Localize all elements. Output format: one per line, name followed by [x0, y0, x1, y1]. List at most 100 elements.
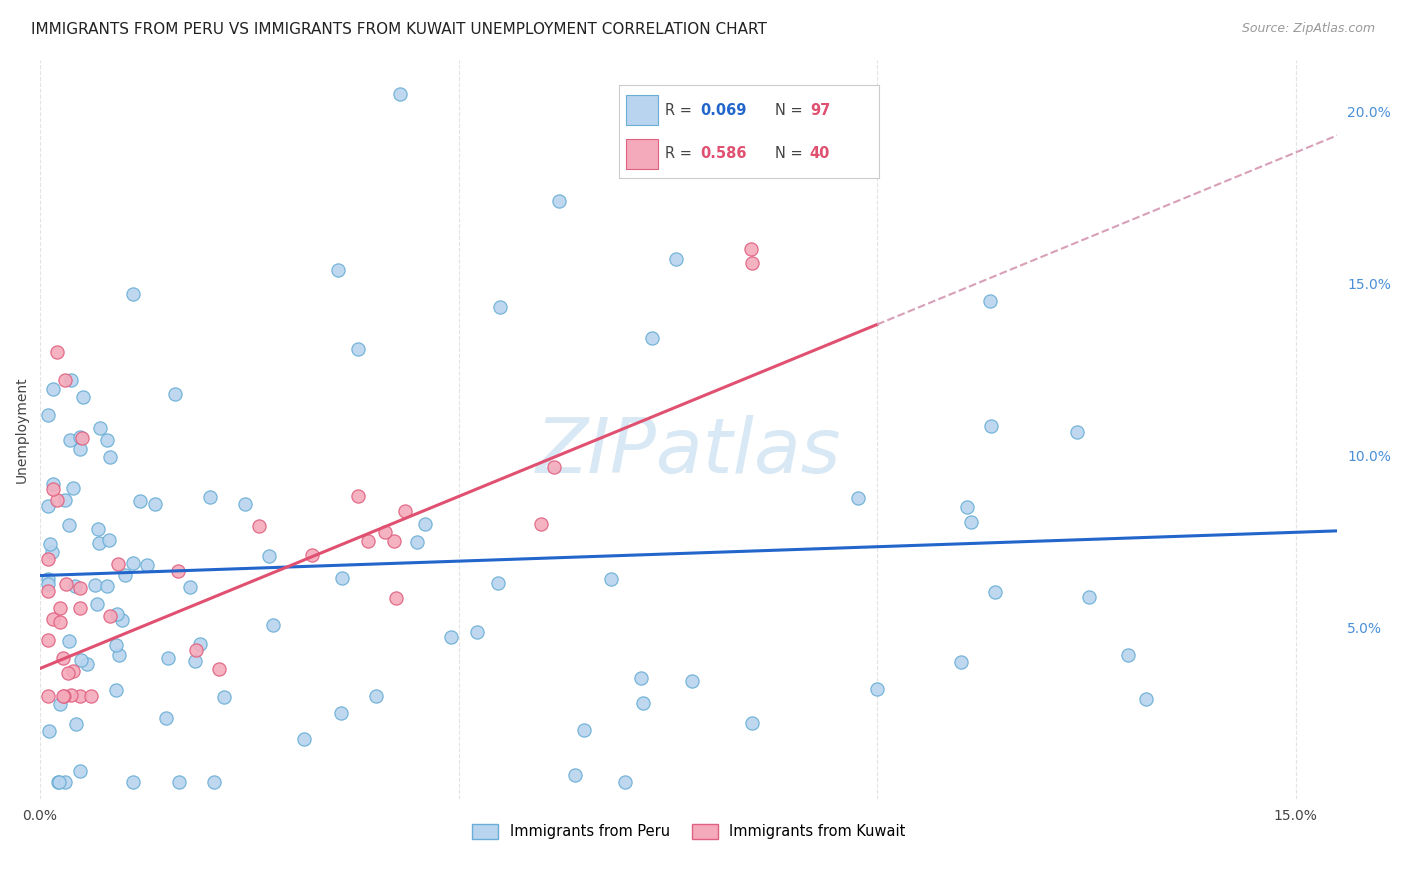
- Point: [548, 194, 571, 208]
- Point: [208, 662, 231, 676]
- Point: [440, 631, 463, 645]
- Point: [104, 682, 127, 697]
- Point: [62, 481, 84, 495]
- Point: [41, 545, 63, 559]
- Y-axis label: Unemployment: Unemployment: [15, 376, 30, 483]
- Point: [326, 263, 349, 277]
- Point: [949, 655, 972, 669]
- Point: [48, 615, 70, 629]
- Point: [69, 601, 91, 615]
- Point: [163, 387, 186, 401]
- Point: [45, 492, 67, 507]
- Point: [155, 711, 177, 725]
- Point: [96, 433, 118, 447]
- Point: [37, 632, 59, 647]
- Point: [1066, 425, 1088, 440]
- Point: [70, 431, 93, 445]
- Point: [198, 491, 221, 505]
- Point: [465, 625, 488, 640]
- Point: [122, 775, 145, 789]
- Point: [87, 536, 110, 550]
- Point: [104, 638, 127, 652]
- Point: [143, 497, 166, 511]
- Point: [741, 255, 763, 269]
- Point: [384, 591, 406, 605]
- Point: [72, 390, 94, 404]
- Point: [37, 408, 59, 422]
- Point: [69, 653, 91, 667]
- Text: R =: R =: [665, 145, 697, 161]
- Point: [80, 689, 103, 703]
- Point: [382, 533, 405, 548]
- Point: [42, 382, 65, 396]
- Point: [179, 580, 201, 594]
- Point: [600, 572, 623, 586]
- Text: 97: 97: [810, 103, 830, 118]
- Point: [69, 689, 91, 703]
- Point: [89, 421, 111, 435]
- Point: [53, 775, 76, 789]
- Point: [1078, 591, 1101, 605]
- Point: [543, 459, 565, 474]
- Point: [45, 345, 67, 359]
- Point: [641, 331, 664, 345]
- Point: [42, 612, 65, 626]
- Point: [413, 517, 436, 532]
- Point: [366, 689, 388, 703]
- Point: [62, 664, 84, 678]
- Point: [69, 581, 91, 595]
- Point: [37, 689, 59, 703]
- Point: [41, 482, 63, 496]
- Point: [330, 706, 353, 720]
- Point: [53, 689, 76, 703]
- Point: [247, 519, 270, 533]
- Point: [184, 654, 207, 668]
- Point: [979, 294, 1001, 309]
- Point: [53, 492, 76, 507]
- Point: [49, 697, 72, 711]
- Point: [83, 578, 105, 592]
- Point: [740, 242, 762, 256]
- Point: [37, 573, 59, 587]
- Point: [347, 342, 370, 356]
- Point: [330, 572, 353, 586]
- Point: [212, 690, 235, 704]
- Text: Source: ZipAtlas.com: Source: ZipAtlas.com: [1241, 22, 1375, 36]
- Point: [956, 500, 979, 515]
- Text: IMMIGRANTS FROM PERU VS IMMIGRANTS FROM KUWAIT UNEMPLOYMENT CORRELATION CHART: IMMIGRANTS FROM PERU VS IMMIGRANTS FROM …: [31, 22, 766, 37]
- Point: [129, 493, 152, 508]
- Point: [98, 609, 121, 624]
- Point: [564, 768, 586, 782]
- Point: [959, 515, 981, 529]
- Point: [980, 419, 1002, 434]
- Point: [105, 607, 128, 622]
- Point: [741, 716, 763, 731]
- Point: [233, 497, 256, 511]
- Point: [53, 372, 76, 386]
- Point: [49, 601, 72, 615]
- Point: [48, 775, 70, 789]
- Text: 0.586: 0.586: [700, 145, 747, 161]
- Point: [489, 300, 512, 314]
- Point: [984, 584, 1007, 599]
- Point: [665, 252, 688, 266]
- Point: [1135, 691, 1157, 706]
- Point: [681, 673, 703, 688]
- Point: [60, 373, 83, 387]
- Point: [38, 724, 60, 739]
- Point: [1116, 648, 1139, 662]
- Point: [157, 651, 180, 665]
- Point: [122, 287, 145, 301]
- Point: [42, 477, 65, 491]
- Point: [110, 613, 132, 627]
- Point: [486, 576, 509, 591]
- Point: [184, 642, 207, 657]
- Point: [58, 634, 80, 648]
- Point: [69, 430, 91, 444]
- Point: [301, 548, 323, 562]
- Point: [98, 533, 121, 548]
- Point: [98, 450, 121, 465]
- Point: [69, 442, 91, 456]
- Point: [58, 518, 80, 533]
- Point: [188, 637, 211, 651]
